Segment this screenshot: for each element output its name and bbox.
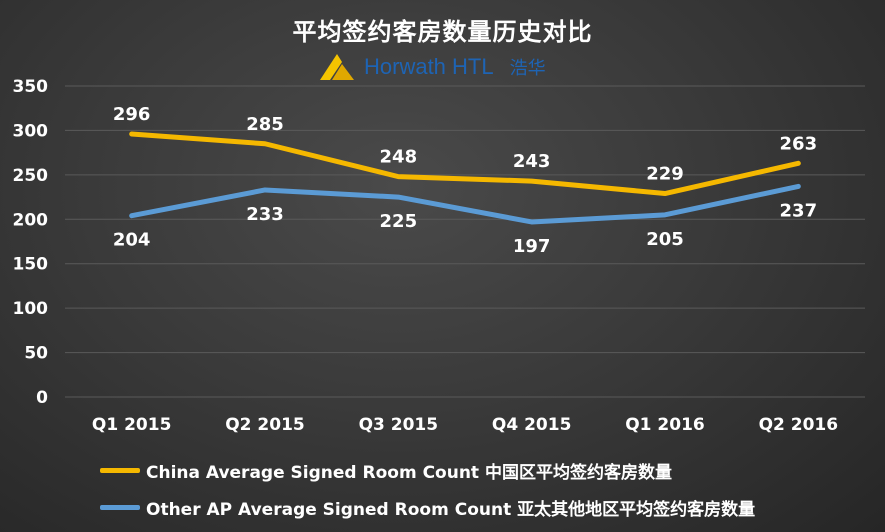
data-label: 263 (780, 133, 818, 154)
y-tick-label: 200 (13, 210, 49, 230)
data-label: 296 (113, 104, 151, 125)
y-tick-label: 350 (13, 77, 49, 97)
x-tick-label: Q2 2015 (225, 415, 305, 435)
data-label: 229 (646, 164, 684, 185)
series-line-0 (129, 131, 801, 197)
y-tick-label: 150 (13, 255, 49, 275)
legend-swatch-china (100, 468, 140, 473)
horwath-logo: Horwath HTL 浩华 (318, 52, 546, 82)
series-line-1 (129, 183, 801, 225)
y-tick-label: 0 (36, 388, 48, 408)
x-tick-label: Q3 2015 (359, 415, 439, 435)
logo-mark-icon (320, 54, 354, 80)
data-label: 248 (380, 147, 418, 168)
x-tick-label: Q2 2016 (759, 415, 839, 435)
legend-label-other-ap: Other AP Average Signed Room Count 亚太其他地… (146, 500, 756, 520)
y-tick-label: 50 (24, 344, 48, 364)
data-label: 205 (646, 229, 684, 250)
data-label: 197 (513, 236, 551, 257)
chart-title: 平均签约客房数量历史对比 (292, 18, 593, 46)
legend-item-china: China Average Signed Room Count 中国区平均签约客… (100, 458, 672, 483)
data-label: 233 (246, 204, 284, 225)
legend-item-other-ap: Other AP Average Signed Room Count 亚太其他地… (100, 495, 755, 520)
legend-swatch-other-ap (100, 505, 140, 510)
data-label: 204 (113, 230, 151, 251)
y-tick-label: 250 (13, 166, 49, 186)
data-label: 243 (513, 151, 551, 172)
logo-text: Horwath HTL (364, 54, 494, 79)
legend-label-china: China Average Signed Room Count 中国区平均签约客… (146, 463, 672, 483)
data-label: 225 (380, 211, 418, 232)
logo-text-cn: 浩华 (509, 58, 546, 79)
x-tick-label: Q1 2015 (92, 415, 172, 435)
y-tick-label: 300 (13, 121, 49, 141)
x-tick-label: Q1 2016 (625, 415, 705, 435)
data-label: 285 (246, 114, 284, 135)
x-tick-label: Q4 2015 (492, 415, 572, 435)
y-tick-label: 100 (13, 299, 49, 319)
data-label: 237 (780, 200, 818, 221)
